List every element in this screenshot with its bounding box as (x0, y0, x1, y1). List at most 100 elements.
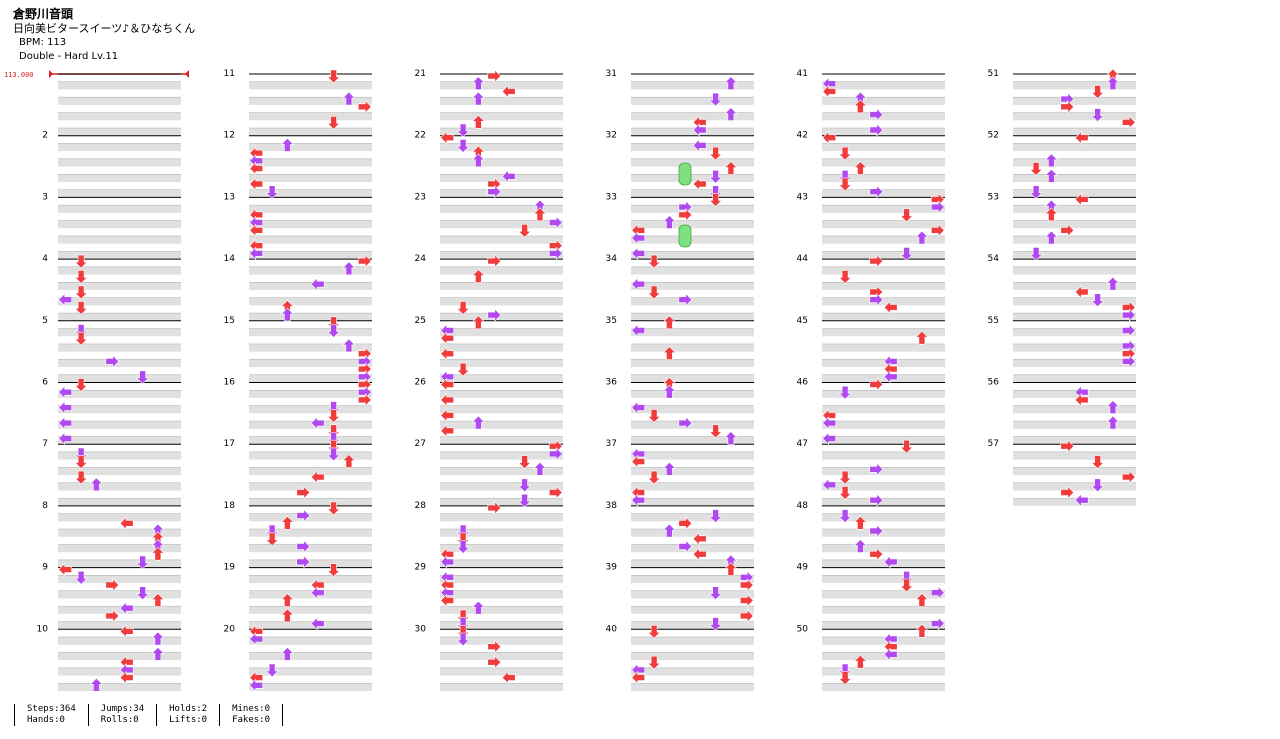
step-arrow (708, 617, 723, 632)
beat-band (822, 405, 945, 414)
step-arrow (296, 485, 311, 500)
measure-number: 56 (988, 378, 1000, 388)
beat-band (822, 544, 945, 553)
beat-band (1013, 251, 1136, 260)
beat-band (440, 390, 563, 398)
beat-band (440, 235, 563, 244)
step-arrow (1044, 168, 1059, 183)
step-arrow (739, 593, 754, 608)
step-arrow (296, 555, 311, 569)
step-arrow (119, 624, 134, 639)
beat-band (822, 205, 945, 213)
step-arrow (631, 277, 646, 291)
measure-number: 14 (224, 254, 236, 264)
measure-4: 4 (42, 254, 181, 321)
beat-band (58, 590, 181, 599)
beat-band (631, 575, 754, 584)
measure-26: 26 (415, 378, 563, 445)
step-arrow (853, 161, 868, 175)
beat-band (822, 637, 945, 645)
beat-band (249, 405, 372, 414)
measure-number: 7 (42, 439, 48, 449)
step-arrow (1074, 130, 1089, 145)
beat-band (440, 174, 563, 182)
beat-band (58, 667, 181, 676)
beat-band (631, 220, 754, 229)
beat-band (440, 575, 563, 584)
step-arrow (280, 515, 295, 530)
step-arrow (533, 207, 547, 222)
step-arrow (105, 354, 120, 369)
step-arrow (151, 631, 165, 646)
step-arrow (708, 586, 723, 601)
beat-band (822, 235, 945, 244)
step-arrow (548, 447, 563, 461)
beat-band (631, 266, 754, 275)
measure-19: 19 (224, 563, 372, 630)
measure-number: 21 (415, 69, 426, 79)
beat-band (58, 374, 181, 383)
beat-band (58, 575, 181, 584)
beat-band (631, 343, 754, 352)
measure-32: 32 (606, 131, 754, 198)
beat-band (631, 313, 754, 321)
step-arrow (662, 315, 677, 330)
beat-band (58, 544, 181, 553)
notes-layer (58, 68, 1136, 693)
beat-band (822, 513, 945, 522)
stat-hands: Hands:0 (27, 715, 65, 725)
step-arrow (692, 532, 707, 546)
stat-rolls: Rolls:0 (100, 715, 139, 725)
beat-band (1013, 297, 1136, 306)
beat-band (440, 498, 563, 506)
beat-band (58, 313, 181, 321)
beat-band (631, 544, 754, 553)
measure-37: 37 (606, 439, 754, 506)
step-arrow (1122, 354, 1136, 369)
measure-53: 53 (988, 192, 1136, 260)
step-arrow (869, 184, 884, 199)
measure-number: 15 (224, 316, 235, 326)
step-arrow (662, 384, 677, 399)
measure-number: 45 (797, 316, 808, 326)
step-arrow (296, 539, 311, 554)
step-arrow (662, 523, 677, 538)
step-arrow (1044, 207, 1059, 222)
beat-band (1013, 451, 1136, 460)
beat-band (440, 81, 563, 90)
stats-mines-fakes: Mines:0 Fakes:0 (219, 704, 284, 726)
measure-13: 13 (224, 192, 372, 260)
measure-number: 52 (988, 131, 999, 141)
beat-band (440, 343, 563, 352)
beat-band (249, 189, 372, 198)
step-arrow (1060, 223, 1075, 238)
step-arrow (1122, 115, 1136, 130)
beat-band (58, 390, 181, 398)
beat-band (58, 559, 181, 568)
beat-band (631, 436, 754, 445)
measure-number: 8 (42, 501, 48, 511)
step-arrow (708, 146, 723, 161)
step-arrow (89, 677, 104, 692)
measure-38: 38 (606, 501, 754, 568)
beat-band (440, 328, 563, 337)
beat-band (58, 251, 181, 260)
step-arrow (869, 254, 884, 268)
beat-band (58, 513, 181, 522)
step-arrow (326, 69, 341, 84)
measure-number: 46 (797, 378, 809, 388)
measure-number: 9 (42, 563, 48, 573)
measure-52: 52 (988, 131, 1136, 198)
step-arrow (326, 409, 341, 423)
step-arrow (326, 324, 341, 338)
measure-number: 44 (797, 254, 809, 264)
beat-band (822, 220, 945, 229)
step-arrow (135, 555, 150, 570)
step-arrow (517, 455, 532, 470)
step-arrow (1090, 455, 1105, 470)
step-arrow (74, 285, 88, 300)
step-arrow (838, 486, 852, 500)
beat-band (440, 220, 563, 229)
step-arrow (678, 539, 693, 554)
beat-band (58, 421, 181, 429)
